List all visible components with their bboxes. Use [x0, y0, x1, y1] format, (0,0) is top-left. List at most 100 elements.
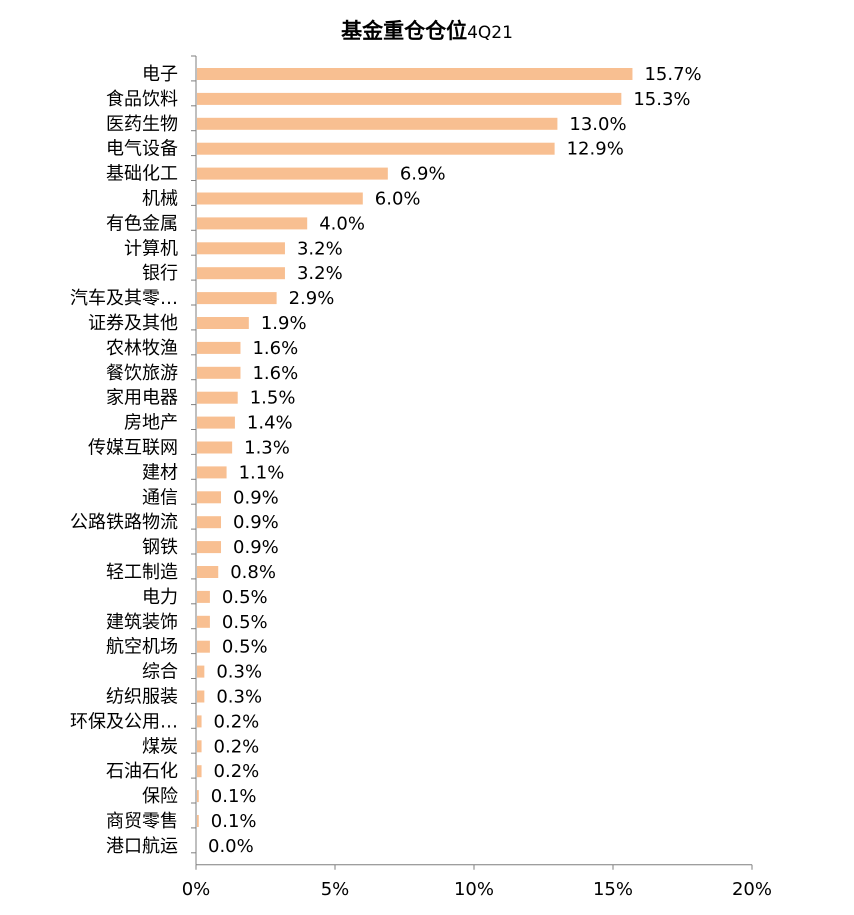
- bar: [197, 217, 308, 230]
- bar: [197, 391, 238, 404]
- category-label: 医药生物: [106, 114, 178, 135]
- category-label: 银行: [142, 263, 178, 284]
- data-label: 12.9%: [567, 139, 624, 160]
- bar: [197, 740, 202, 753]
- category-label: 电力: [142, 587, 178, 608]
- data-label: 0.0%: [208, 836, 254, 857]
- data-label: 1.5%: [250, 388, 296, 409]
- category-label: 证券及其他: [88, 313, 178, 334]
- bar: [197, 491, 222, 504]
- bar: [197, 441, 233, 454]
- category-label: 商贸零售: [106, 811, 178, 832]
- bar: [197, 292, 277, 305]
- category-label: 建材: [142, 462, 178, 483]
- chart-title: 基金重仓仓位4Q21: [0, 14, 854, 48]
- category-label: 钢铁: [142, 537, 178, 558]
- data-label: 0.2%: [214, 711, 260, 732]
- x-tick-label: 5%: [321, 879, 350, 900]
- data-label: 1.3%: [244, 438, 290, 459]
- bar: [197, 242, 285, 255]
- data-label: 0.5%: [222, 637, 268, 658]
- category-label: 机械: [142, 189, 178, 210]
- bar: [197, 516, 222, 529]
- category-label: 保险: [142, 786, 178, 807]
- category-label: 纺织服装: [106, 687, 178, 708]
- bar: [197, 68, 633, 80]
- category-label: 传媒互联网: [88, 438, 178, 459]
- bar: [197, 765, 202, 778]
- data-label: 0.9%: [233, 512, 279, 533]
- category-label: 房地产: [124, 413, 178, 434]
- category-label: 计算机: [124, 238, 178, 259]
- category-label: 家用电器: [106, 388, 178, 409]
- data-label: 1.6%: [252, 363, 298, 384]
- x-tick-label: 20%: [732, 879, 772, 900]
- bar: [197, 267, 285, 280]
- bar: [197, 566, 219, 578]
- data-label: 0.9%: [233, 487, 279, 508]
- bar: [197, 590, 210, 603]
- category-label: 餐饮旅游: [106, 363, 178, 384]
- category-label: 港口航运: [106, 836, 178, 857]
- data-label: 15.7%: [644, 64, 701, 85]
- data-label: 6.9%: [400, 164, 446, 185]
- x-tick-label: 0%: [182, 879, 211, 900]
- bar: [197, 92, 622, 105]
- data-label: 0.1%: [211, 811, 257, 832]
- data-label: 0.1%: [211, 786, 257, 807]
- category-label: 基础化工: [106, 164, 178, 185]
- data-label: 2.9%: [289, 288, 335, 309]
- data-label: 13.0%: [569, 114, 626, 135]
- bar: [197, 815, 199, 827]
- data-label: 1.4%: [247, 413, 293, 434]
- bar: [197, 665, 205, 678]
- bar: [197, 466, 227, 479]
- data-label: 0.5%: [222, 612, 268, 633]
- bar: [197, 640, 210, 653]
- data-label: 0.2%: [214, 736, 260, 757]
- data-label: 6.0%: [375, 189, 421, 210]
- data-label: 4.0%: [319, 213, 365, 234]
- bar: [197, 715, 202, 728]
- category-label: 通信: [142, 487, 178, 508]
- chart-title-main: 基金重仓仓位: [341, 19, 468, 43]
- data-label: 1.9%: [261, 313, 307, 334]
- category-label: 轻工制造: [106, 562, 178, 583]
- bar: [197, 790, 199, 803]
- category-label: 有色金属: [106, 213, 178, 234]
- data-label: 0.9%: [233, 537, 279, 558]
- data-label: 1.6%: [252, 338, 298, 359]
- category-label: 航空机场: [106, 637, 178, 658]
- category-label: 食品饮料: [106, 89, 178, 110]
- bar: [197, 341, 241, 354]
- category-label: 汽车及其零…: [70, 288, 178, 309]
- bar: [197, 416, 235, 429]
- category-label: 电气设备: [106, 139, 178, 160]
- x-tick-label: 15%: [593, 879, 633, 900]
- data-label: 0.3%: [216, 662, 262, 683]
- data-label: 0.2%: [214, 761, 260, 782]
- category-label: 农林牧渔: [106, 338, 178, 359]
- data-label: 0.3%: [216, 687, 262, 708]
- bar: [197, 192, 363, 205]
- category-label: 环保及公用…: [70, 711, 178, 732]
- category-label: 公路铁路物流: [70, 512, 178, 533]
- data-label: 0.5%: [222, 587, 268, 608]
- bar: [197, 690, 205, 703]
- category-label: 石油石化: [106, 761, 178, 782]
- data-label: 3.2%: [297, 263, 343, 284]
- data-label: 1.1%: [239, 462, 285, 483]
- bar: [197, 167, 388, 180]
- bar: [197, 366, 241, 379]
- x-tick-label: 10%: [454, 879, 494, 900]
- data-label: 0.8%: [230, 562, 276, 583]
- data-label: 3.2%: [297, 238, 343, 259]
- bar: [197, 541, 222, 554]
- bar: [197, 317, 249, 329]
- category-label: 煤炭: [142, 736, 178, 757]
- bar: [197, 615, 210, 628]
- data-label: 15.3%: [633, 89, 690, 110]
- bar: [197, 117, 558, 130]
- category-label: 综合: [142, 662, 178, 683]
